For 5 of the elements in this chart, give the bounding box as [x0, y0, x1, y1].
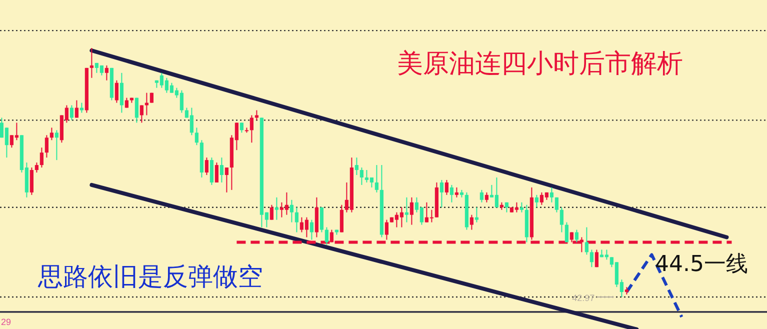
chart-title: 美原油连四小时后市解析: [397, 49, 683, 79]
annotation: 44.5一线: [655, 252, 748, 277]
text: 29: [1, 317, 12, 327]
annotation: 42.97: [572, 293, 595, 303]
annotation: 思路依旧是反弹做空: [37, 262, 263, 291]
